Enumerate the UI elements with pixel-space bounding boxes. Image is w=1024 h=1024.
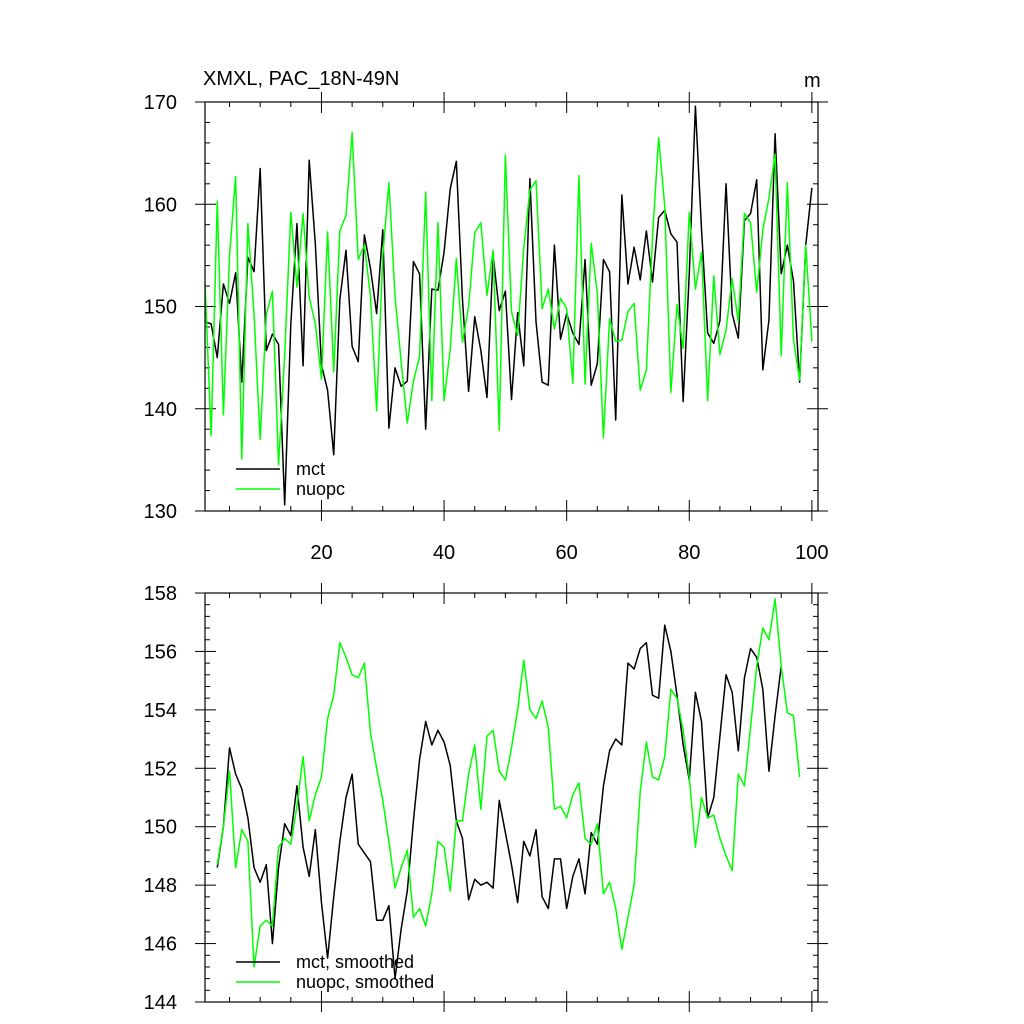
top-y-tick-label-140: 140	[144, 399, 177, 421]
top-y-tick-label-150: 150	[144, 297, 177, 319]
bottom-y-tick-label-152: 152	[144, 758, 177, 780]
bottom-panel: 144 146 148 150 152 154 156 158 mct, smoothed n…	[144, 583, 828, 1014]
bottom-series-mct-smoothed-line	[216, 624, 782, 980]
bottom-y-tick-label-150: 150	[144, 817, 177, 839]
x-tick-label-80: 80	[678, 542, 700, 564]
bottom-y-tick-label-146: 146	[144, 934, 177, 956]
top-panel: XMXL, PAC_18N-49N m 20 40 60 80 100 130 140 150…	[144, 68, 829, 564]
chart-title: XMXL, PAC_18N-49N	[203, 68, 399, 90]
top-y-tick-label-170: 170	[144, 92, 177, 114]
x-tick-label-100: 100	[795, 542, 828, 564]
top-y-tick-label-160: 160	[144, 194, 177, 216]
bottom-y-tick-label-144: 144	[144, 992, 177, 1014]
top-plot-frame	[204, 101, 819, 512]
units-label: m	[804, 70, 821, 92]
bottom-y-tick-label-154: 154	[144, 700, 177, 722]
bottom-y-tick-label-158: 158	[144, 583, 177, 605]
legend-label-mct: mct	[296, 459, 325, 479]
top-axis-ticks: 20 40 60 80 100 130 140 150 160 170	[144, 92, 829, 564]
legend-label-nuopc-smoothed: nuopc, smoothed	[296, 972, 434, 992]
legend-label-mct-smoothed: mct, smoothed	[296, 952, 414, 972]
bottom-legend: mct, smoothed nuopc, smoothed	[236, 952, 434, 992]
x-tick-label-40: 40	[433, 542, 455, 564]
top-y-tick-label-130: 130	[144, 501, 177, 523]
top-legend: mct nuopc	[236, 459, 345, 499]
bottom-plot-frame	[204, 592, 819, 1003]
top-series-mct-line	[204, 105, 813, 506]
x-tick-label-20: 20	[310, 542, 332, 564]
bottom-y-tick-label-156: 156	[144, 641, 177, 663]
top-series-nuopc-line	[204, 131, 813, 466]
bottom-series-nuopc-smoothed-line	[216, 598, 801, 968]
bottom-series-lines	[216, 598, 801, 980]
top-series-lines	[204, 105, 813, 506]
bottom-axis-ticks: 144 146 148 150 152 154 156 158	[144, 583, 828, 1014]
bottom-y-tick-label-148: 148	[144, 875, 177, 897]
x-tick-label-60: 60	[556, 542, 578, 564]
legend-label-nuopc: nuopc	[296, 479, 345, 499]
